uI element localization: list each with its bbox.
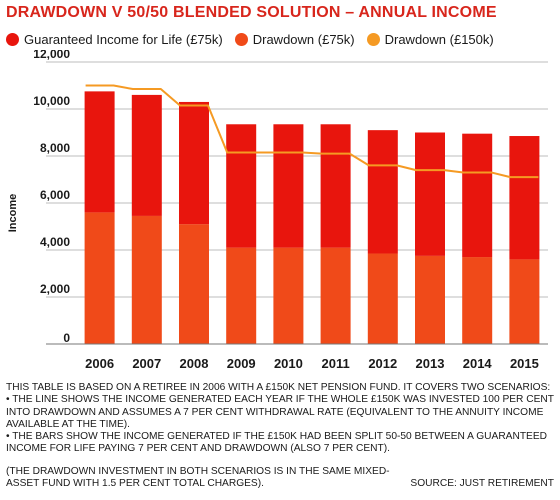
bar-guaranteed-income-for-life-75k-2009 [226,124,257,248]
y-tick-label: 2,000 [40,282,70,296]
bar-drawdown-75k-2008 [179,224,209,344]
bar-drawdown-75k-2007 [131,215,162,344]
bar-guaranteed-income-for-life-75k-2015 [509,136,540,260]
x-tick-label: 2015 [510,356,539,371]
bar-drawdown-75k-2011 [320,247,351,344]
legend-item-guaranteed-income: Guaranteed Income for Life (£75k) [6,32,223,47]
bar-chart: 0 2,000 4,000 6,000 8,000 10,000 12,000 Income 2… [7,50,548,371]
x-tick-label: 2010 [274,356,303,371]
y-tick-label: 8,000 [40,141,70,155]
legend-label-guaranteed-income: Guaranteed Income for Life (£75k) [24,31,223,47]
note-bar-explanation: • The bars show the income generated if … [6,431,547,455]
legend-item-drawdown-75k: Drawdown (£75k) [234,31,355,47]
note-line-explanation: • The line shows the income generated ea… [6,394,554,430]
y-tick-label: 4,000 [40,235,70,249]
note-footer: (The drawdown investment in both scenari… [6,466,554,491]
bar-guaranteed-income-for-life-75k-2010 [273,124,304,248]
source-credit: Source: Just Retirement [410,478,554,490]
legend-item-drawdown-150k: Drawdown (£150k) [366,31,494,47]
x-tick-label: 2014 [463,356,493,371]
y-tick-label: 6,000 [40,188,70,202]
footnotes: This table is based on a retiree in 2006… [6,382,554,490]
y-tick-label: 12,000 [33,50,70,61]
note-intro: This table is based on a retiree in 2006… [6,382,551,393]
legend-swatch-guaranteed-income [6,32,19,46]
axes: 0 2,000 4,000 6,000 8,000 10,000 12,000 Income 2… [7,50,548,371]
x-tick-label: 2008 [180,356,209,371]
bar-guaranteed-income-for-life-75k-2007 [131,94,162,216]
y-axis-label: Income [7,194,19,233]
y-tick-label: 0 [63,331,70,345]
x-tick-label: 2007 [132,356,161,371]
legend-swatch-drawdown-75k [234,32,248,46]
bar-drawdown-75k-2014 [462,257,493,344]
x-tick-label: 2006 [85,356,114,371]
bar-drawdown-75k-2009 [226,247,257,344]
drawdown-150k-line [85,84,539,179]
x-tick-label: 2012 [368,356,397,371]
drawdown-150k-line-group [85,84,539,179]
bar-drawdown-75k-2006 [84,212,115,344]
bar-guaranteed-income-for-life-75k-2008 [179,101,209,225]
x-tick-label: 2009 [227,356,256,371]
bar-drawdown-75k-2010 [273,247,304,344]
bars [84,91,540,344]
bar-guaranteed-income-for-life-75k-2013 [415,132,445,256]
bar-drawdown-75k-2015 [509,259,540,344]
legend-label-drawdown-75k: Drawdown (£75k) [252,31,355,47]
bar-drawdown-75k-2013 [415,255,445,344]
x-tick-label: 2013 [416,356,445,371]
legend-swatch-drawdown-150k [366,32,380,46]
y-tick-label: 10,000 [33,94,70,108]
bar-guaranteed-income-for-life-75k-2012 [367,130,398,254]
note-charges: (The drawdown investment in both scenari… [6,465,390,490]
legend: Guaranteed Income for Life (£75k) Drawdo… [6,28,556,50]
x-tick-label: 2011 [321,356,349,371]
bar-drawdown-75k-2012 [367,253,398,344]
chart-title: DRAWDOWN V 50/50 BLENDED SOLUTION – ANNU… [6,4,497,21]
legend-label-drawdown-150k: Drawdown (£150k) [384,31,494,47]
bar-guaranteed-income-for-life-75k-2006 [84,91,115,213]
bar-guaranteed-income-for-life-75k-2014 [462,133,493,258]
bar-guaranteed-income-for-life-75k-2011 [320,124,351,248]
